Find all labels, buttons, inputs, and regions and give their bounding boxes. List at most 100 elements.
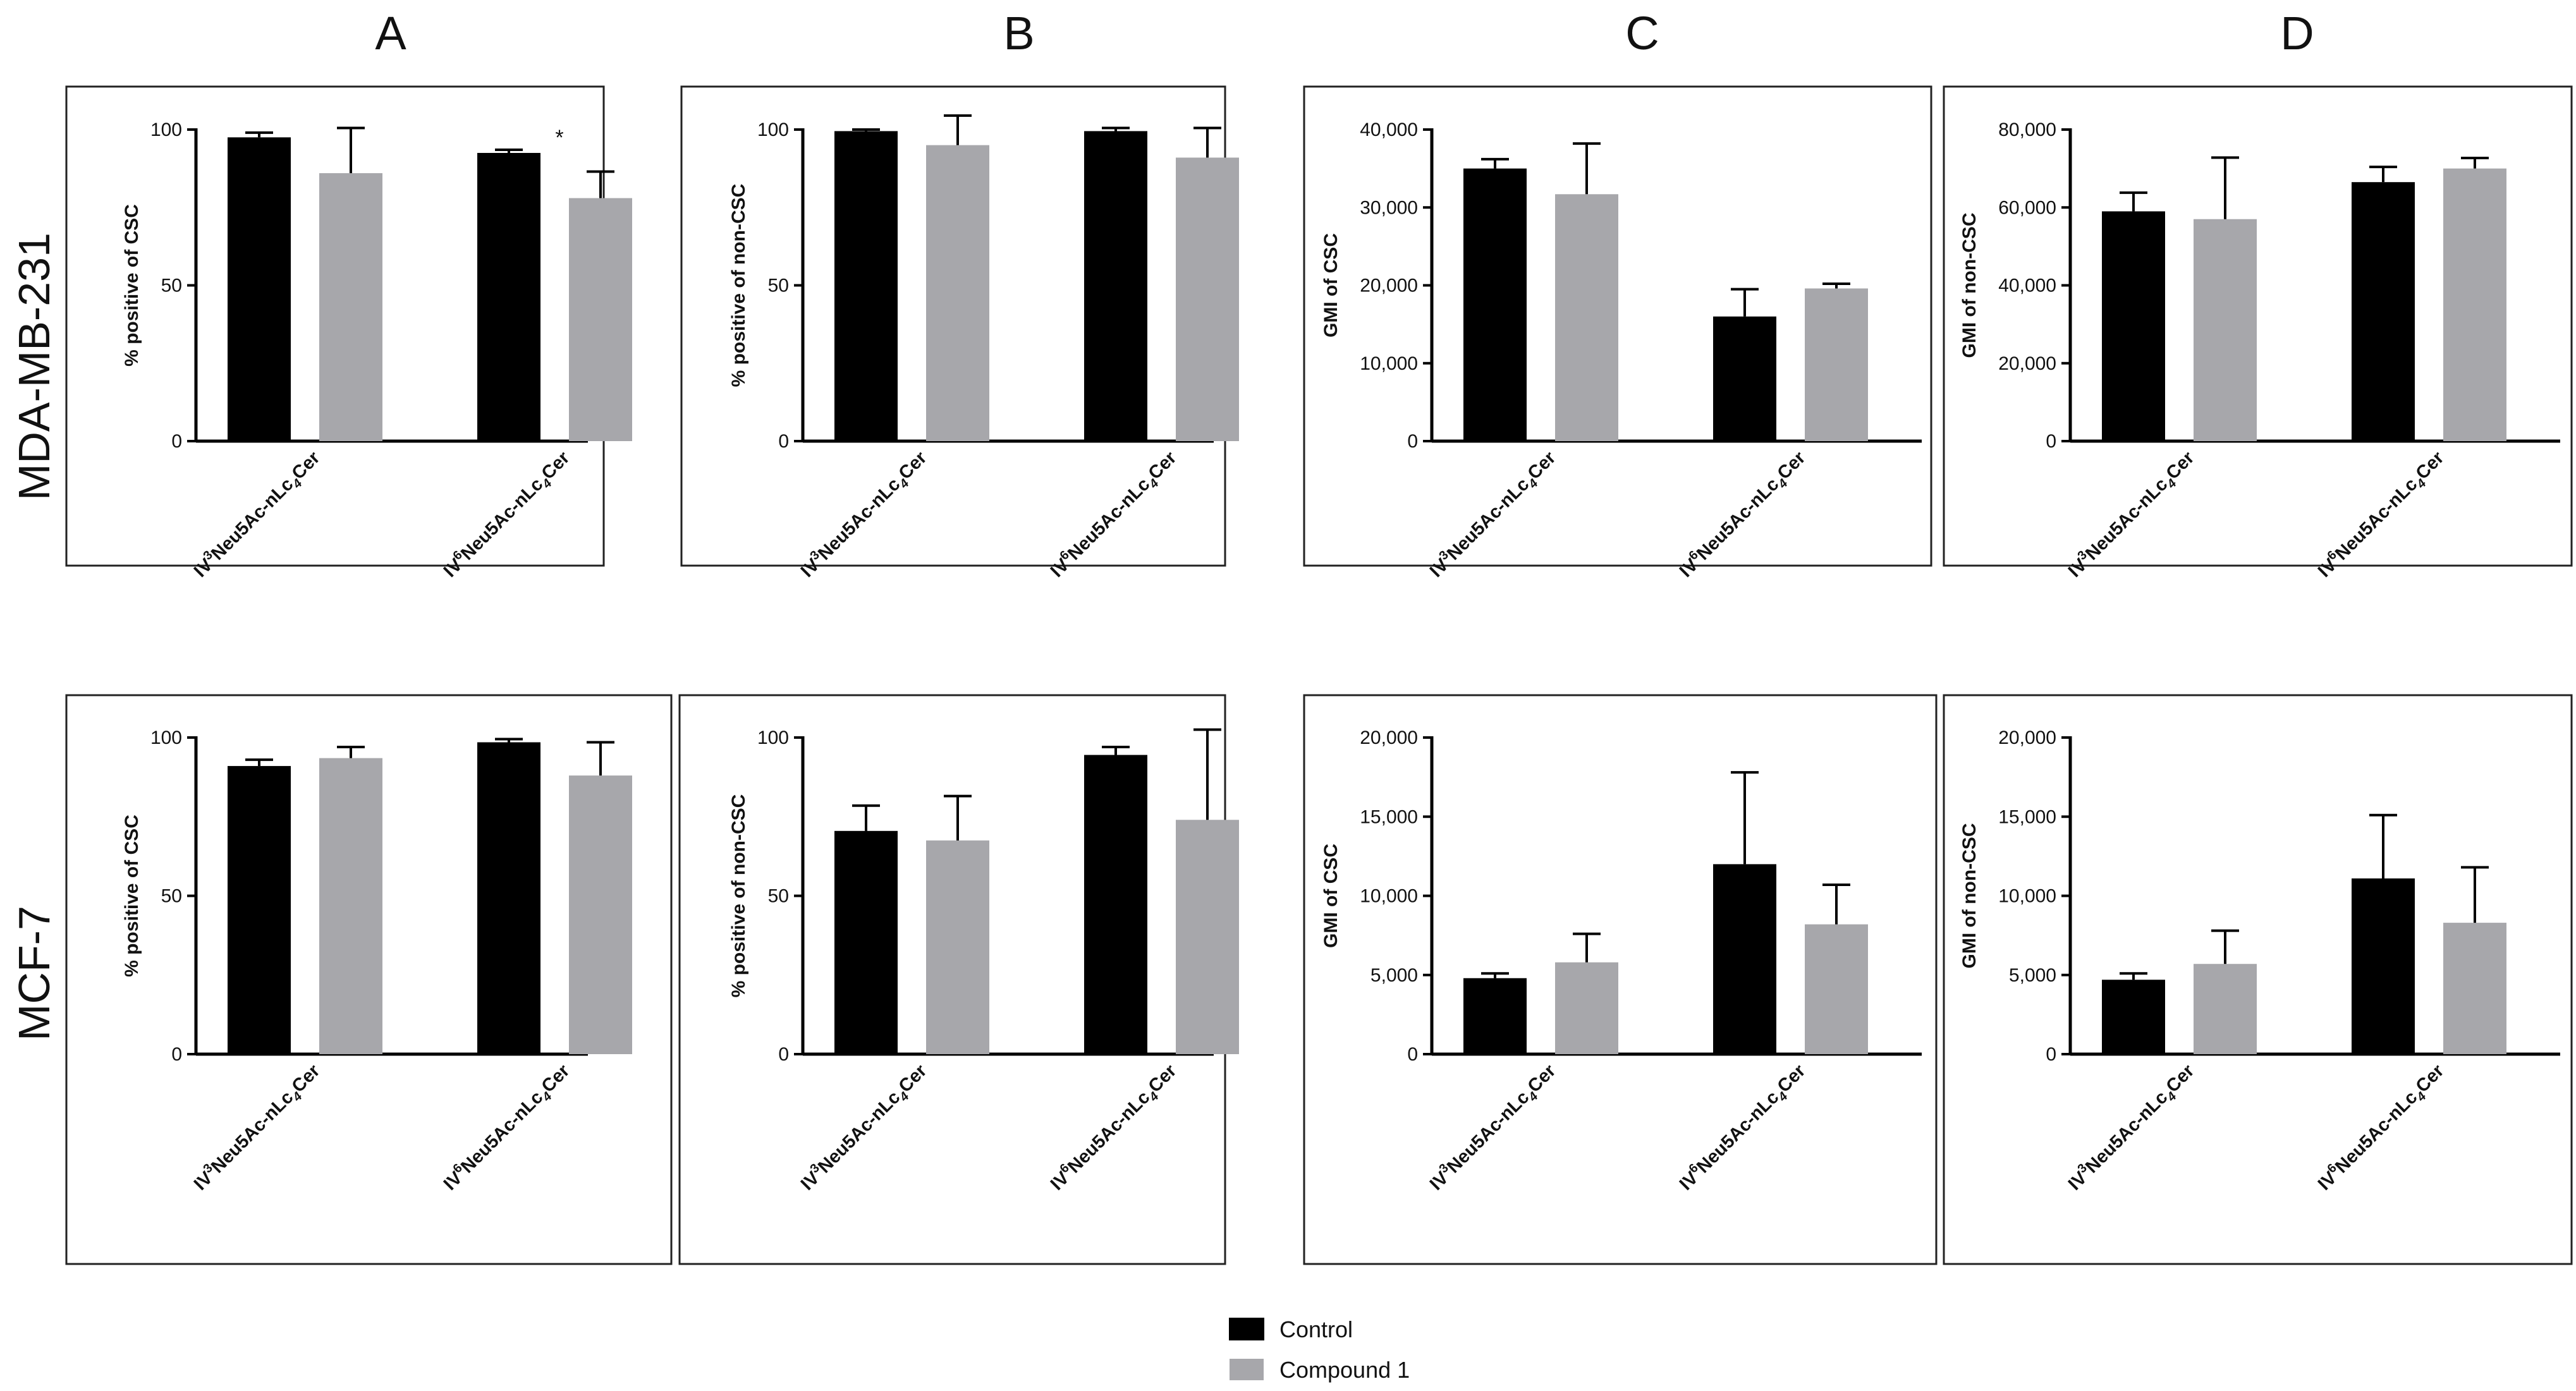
y-tick-label: 10,000 xyxy=(1998,886,2056,907)
y-tick-label: 0 xyxy=(778,1044,789,1065)
row-label-mcf-7: MCF-7 xyxy=(9,906,59,1041)
bar-compound-1-1 xyxy=(926,840,989,1054)
panel-frame xyxy=(65,694,673,1265)
y-axis-label: GMI of CSC xyxy=(1321,233,1341,337)
x-category-label: IV6Neu5Ac-nLc4Cer xyxy=(2312,446,2451,584)
panel-mcf-7-d: 0 5,000 10,000 15,000 20,000 GMI of non-CSC IV… xyxy=(1943,694,2573,1265)
bar-compound-1-2 xyxy=(1805,924,1868,1054)
y-tick-label: 20,000 xyxy=(1998,727,2056,748)
panel-mda-mb-231-b: 0 50 100 % positive of non-CSC IV3Neu5Ac-nLc… xyxy=(680,85,1239,584)
y-tick-label: 5,000 xyxy=(2009,965,2056,986)
x-category-label: IV3Neu5Ac-nLc4Cer xyxy=(795,446,934,584)
y-axis-label: % positive of non-CSC xyxy=(728,794,749,998)
y-axis-label: GMI of non-CSC xyxy=(1959,823,1980,969)
y-tick-label: 20,000 xyxy=(1360,727,1418,748)
y-tick-label: 10,000 xyxy=(1360,353,1418,374)
column-letter-a: A xyxy=(375,7,406,59)
bar-compound-1-1 xyxy=(319,758,382,1054)
bar-compound-1-1 xyxy=(2194,964,2257,1054)
panel-frame xyxy=(1943,694,2573,1265)
legend-label-compound-1: Compound 1 xyxy=(1279,1357,1410,1383)
bar-compound-1-1 xyxy=(1555,962,1618,1054)
bar-control-1 xyxy=(228,766,291,1054)
bar-control-1 xyxy=(1463,168,1527,441)
y-tick-label: 20,000 xyxy=(1998,353,2056,374)
y-tick-label: 50 xyxy=(768,276,789,296)
y-tick-label: 20,000 xyxy=(1360,276,1418,296)
y-tick-label: 15,000 xyxy=(1360,806,1418,827)
x-category-label: IV6Neu5Ac-nLc4Cer xyxy=(1045,446,1183,584)
bar-compound-1-2 xyxy=(2443,168,2506,441)
y-tick-label: 100 xyxy=(150,119,182,140)
bar-compound-1-1 xyxy=(1555,194,1618,441)
column-letter-b: B xyxy=(1003,7,1034,59)
y-tick-label: 0 xyxy=(2046,1044,2056,1065)
y-tick-label: 80,000 xyxy=(1998,119,2056,140)
bar-control-1 xyxy=(2102,211,2165,441)
y-tick-label: 0 xyxy=(171,431,182,452)
bar-control-1 xyxy=(834,131,898,441)
bar-compound-1-1 xyxy=(319,173,382,441)
bar-compound-1-1 xyxy=(926,145,989,441)
y-axis-label: % positive of non-CSC xyxy=(728,184,749,387)
y-tick-label: 0 xyxy=(2046,431,2056,452)
y-tick-label: 0 xyxy=(1407,1044,1418,1065)
y-tick-label: 50 xyxy=(161,276,182,296)
panel-frame xyxy=(1303,85,1932,567)
bar-control-1 xyxy=(1463,978,1527,1054)
y-tick-label: 15,000 xyxy=(1998,806,2056,827)
panel-frame xyxy=(1303,694,1938,1265)
y-tick-label: 0 xyxy=(171,1044,182,1065)
x-category-label: IV6Neu5Ac-nLc4Cer xyxy=(438,446,577,584)
bar-compound-1-2 xyxy=(1176,157,1239,441)
y-tick-label: 10,000 xyxy=(1360,886,1418,907)
x-category-label: IV3Neu5Ac-nLc4Cer xyxy=(1424,446,1563,584)
bar-control-1 xyxy=(2102,980,2165,1054)
panel-mcf-7-b: 0 50 100 % positive of non-CSC IV3Neu5Ac-nLc… xyxy=(678,694,1239,1265)
column-letter-d: D xyxy=(2280,7,2314,59)
y-tick-label: 0 xyxy=(778,431,789,452)
y-tick-label: 100 xyxy=(150,727,182,748)
row-label-mda-mb-231: MDA-MB-231 xyxy=(9,233,59,501)
x-category-label: IV3Neu5Ac-nLc4Cer xyxy=(2063,1059,2201,1197)
panel-mcf-7-a: 0 50 100 % positive of CSC IV3Neu5Ac-nLc4Cer… xyxy=(65,694,673,1265)
legend: Control Compound 1 xyxy=(1229,1316,1410,1383)
y-tick-label: 40,000 xyxy=(1998,276,2056,296)
x-category-label: IV6Neu5Ac-nLc4Cer xyxy=(1045,1059,1183,1197)
bar-control-2 xyxy=(1084,755,1147,1054)
bar-control-2 xyxy=(1084,131,1147,441)
x-category-label: IV6Neu5Ac-nLc4Cer xyxy=(1674,1059,1812,1197)
y-axis-label: GMI of CSC xyxy=(1321,844,1341,948)
bar-control-1 xyxy=(228,137,291,441)
bar-control-2 xyxy=(2352,878,2415,1054)
y-tick-label: 5,000 xyxy=(1370,965,1418,986)
panel-frame xyxy=(1943,85,2573,567)
bar-compound-1-2 xyxy=(569,198,632,441)
legend-swatch-compound-1 xyxy=(1230,1359,1264,1380)
y-axis-label: % positive of CSC xyxy=(121,815,142,977)
x-category-label: IV3Neu5Ac-nLc4Cer xyxy=(188,1059,327,1197)
x-category-label: IV6Neu5Ac-nLc4Cer xyxy=(2312,1059,2451,1197)
column-letter-c: C xyxy=(1625,7,1659,59)
bar-control-2 xyxy=(477,152,540,441)
y-tick-label: 100 xyxy=(757,727,789,748)
significance-marker: * xyxy=(555,126,563,150)
x-category-label: IV3Neu5Ac-nLc4Cer xyxy=(2063,446,2201,584)
x-category-label: IV3Neu5Ac-nLc4Cer xyxy=(188,446,327,584)
x-category-label: IV3Neu5Ac-nLc4Cer xyxy=(1424,1059,1563,1197)
bar-compound-1-1 xyxy=(2194,219,2257,441)
x-category-label: IV6Neu5Ac-nLc4Cer xyxy=(438,1059,577,1197)
bar-compound-1-2 xyxy=(569,775,632,1054)
y-tick-label: 100 xyxy=(757,119,789,140)
x-category-label: IV6Neu5Ac-nLc4Cer xyxy=(1674,446,1812,584)
y-tick-label: 0 xyxy=(1407,431,1418,452)
x-category-label: IV3Neu5Ac-nLc4Cer xyxy=(795,1059,934,1197)
panel-mda-mb-231-a: 0 50 100 % positive of CSC IV3Neu5Ac-nLc4Cer… xyxy=(65,85,632,584)
y-tick-label: 60,000 xyxy=(1998,197,2056,218)
bar-compound-1-2 xyxy=(1176,820,1239,1054)
y-axis-label: % positive of CSC xyxy=(121,204,142,367)
y-tick-label: 30,000 xyxy=(1360,197,1418,218)
bar-control-2 xyxy=(1713,864,1776,1054)
panel-mda-mb-231-d: 0 20,000 40,000 60,000 80,000 GMI of non-CSC I… xyxy=(1943,85,2573,584)
